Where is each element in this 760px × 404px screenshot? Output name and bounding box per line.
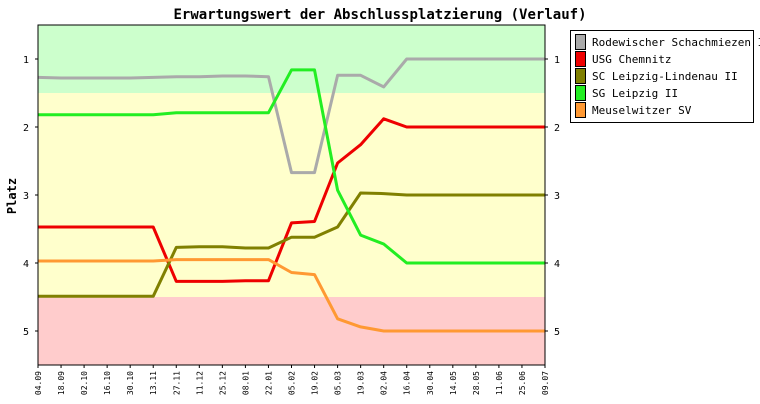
legend-label: SC Leipzig-Lindenau II [592,69,738,83]
x-tick-label: 02.04 [380,371,389,395]
chart-title: Erwartungswert der Abschlussplatzierung … [173,7,586,23]
y-tick-label-left: 1 [23,55,29,66]
x-tick-label: 30.04 [426,371,435,395]
x-tick-label: 05.02 [288,371,297,395]
x-tick-label: 18.09 [57,371,66,395]
legend-item: Rodewischer Schachmiezen II [575,34,760,50]
x-tick-label: 11.12 [195,371,204,395]
x-tick-label: 16.10 [103,371,112,395]
x-tick-label: 28.05 [472,371,481,395]
x-tick-label: 02.10 [80,371,89,395]
series-line [38,258,545,333]
y-tick-label-right: 2 [554,123,560,134]
x-tick-label: 25.06 [518,371,527,395]
y-tick-label-right: 4 [554,259,560,270]
x-tick-label: 19.02 [311,371,320,395]
axis-ticks: 1 1 2 2 3 3 4 4 5 5 04.09 18.09 02.10 16.10 30.10 13.11… [23,55,560,395]
x-tick-label: 14.05 [449,371,458,395]
series-line [38,191,545,298]
legend: Rodewischer Schachmiezen II USG Chemnitz… [570,30,760,123]
y-tick-label-left: 3 [23,191,29,202]
y-tick-label-right: 3 [554,191,560,202]
y-tick-label-right: 1 [554,55,560,66]
y-tick-label-right: 5 [554,327,560,338]
x-tick-label: 05.03 [334,371,343,395]
y-tick-label-left: 5 [23,327,29,338]
legend-swatch [575,34,586,50]
legend-swatch [575,85,586,101]
x-tick-label: 13.11 [149,371,158,395]
y-tick-label-left: 4 [23,259,29,270]
legend-label: Meuselwitzer SV [592,103,692,117]
legend-item: SC Leipzig-Lindenau II [575,68,738,84]
legend-swatch [575,102,586,118]
y-tick-label-left: 2 [23,123,29,134]
legend-swatch [575,68,586,84]
plot-frame [37,24,546,366]
x-tick-label: 09.07 [541,371,550,395]
legend-label: SG Leipzig II [592,86,679,100]
x-tick-label: 04.09 [34,371,43,395]
x-tick-label: 30.10 [126,371,135,395]
y-axis-label: Platz [5,178,19,214]
legend-label: Rodewischer Schachmiezen II [592,35,760,49]
x-tick-label: 25.12 [218,371,227,395]
legend-item: Meuselwitzer SV [575,102,691,118]
series-line [38,117,545,283]
legend-label: USG Chemnitz [592,52,672,66]
series-line [38,68,545,265]
series-line [37,57,545,175]
legend-item: USG Chemnitz [575,51,671,67]
x-tick-label: 19.03 [357,371,366,395]
x-tick-label: 16.04 [403,371,412,395]
x-tick-label: 22.01 [264,371,273,395]
legend-item: SG Leipzig II [575,85,678,101]
x-tick-label: 27.11 [172,371,181,395]
x-tick-label: 08.01 [241,371,250,395]
x-tick-label: 11.06 [495,371,504,395]
series-lines [37,57,545,333]
legend-swatch [575,51,586,67]
